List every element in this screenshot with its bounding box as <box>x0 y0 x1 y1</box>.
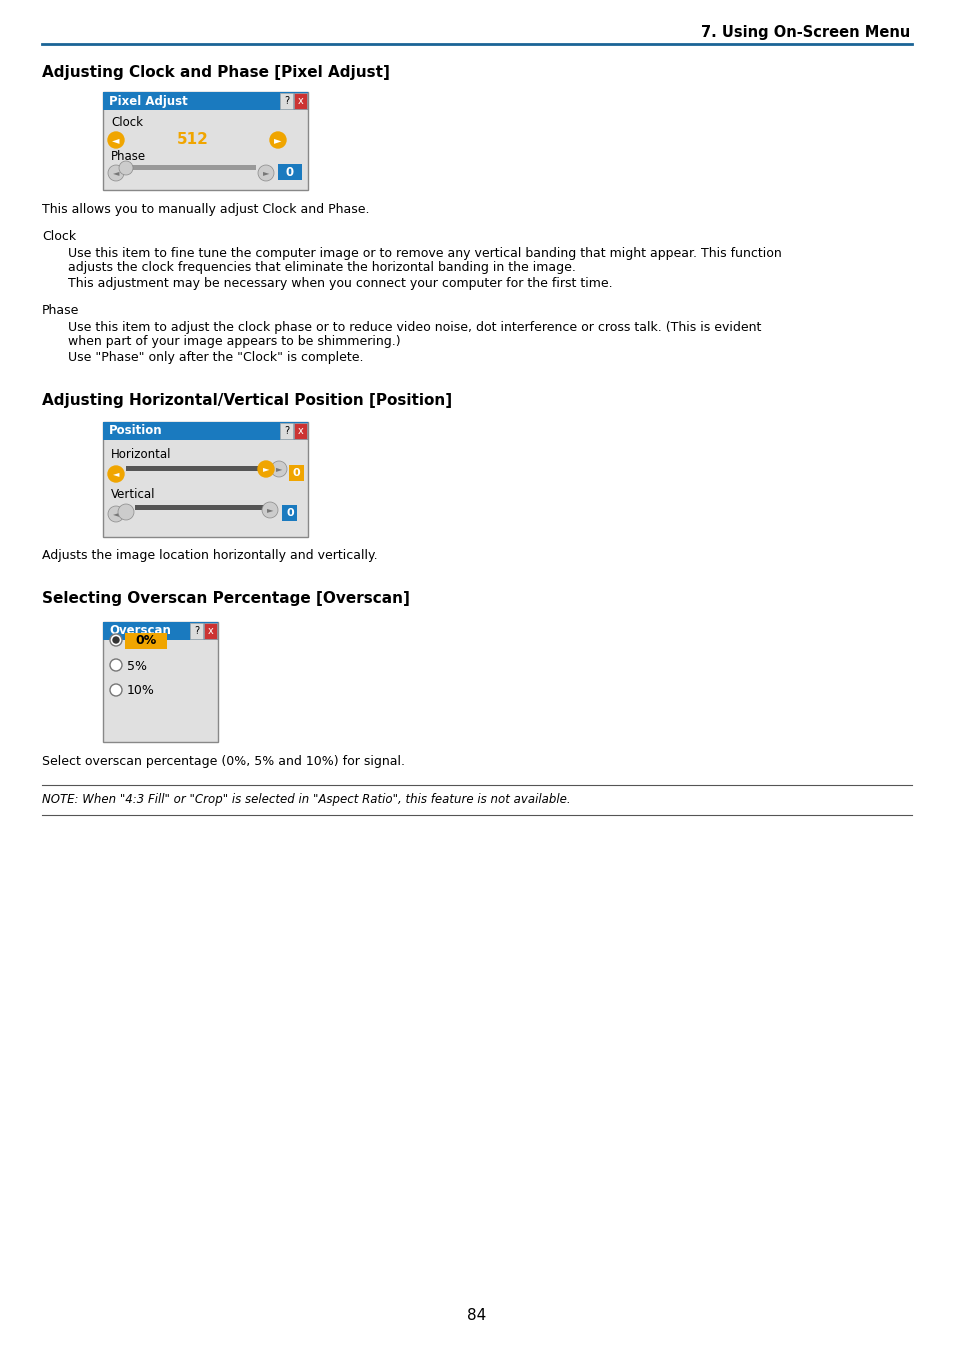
Bar <box>126 466 266 470</box>
Text: 0%: 0% <box>135 635 156 647</box>
Bar <box>103 422 308 537</box>
Text: x: x <box>297 96 304 106</box>
Text: 0: 0 <box>292 468 299 479</box>
Text: Selecting Overscan Percentage [Overscan]: Selecting Overscan Percentage [Overscan] <box>42 590 410 605</box>
Text: 5%: 5% <box>127 659 147 673</box>
Text: Pixel Adjust: Pixel Adjust <box>109 94 188 108</box>
Circle shape <box>271 461 287 477</box>
Text: Horizontal: Horizontal <box>111 448 172 461</box>
Text: ►: ► <box>267 506 273 515</box>
Bar <box>126 164 255 170</box>
Text: ?: ? <box>284 426 290 435</box>
Text: ?: ? <box>284 96 290 106</box>
Text: Vertical: Vertical <box>111 488 155 500</box>
Bar <box>289 465 304 481</box>
Text: 10%: 10% <box>127 685 154 697</box>
Bar <box>103 92 308 190</box>
Text: Use this item to adjust the clock phase or to reduce video noise, dot interferen: Use this item to adjust the clock phase … <box>68 321 760 333</box>
Text: Position: Position <box>109 425 162 438</box>
Bar <box>135 506 265 510</box>
Text: Phase: Phase <box>42 303 79 317</box>
Text: Use "Phase" only after the "Clock" is complete.: Use "Phase" only after the "Clock" is co… <box>68 350 363 364</box>
Bar <box>294 423 307 439</box>
Bar <box>103 621 218 640</box>
Text: This allows you to manually adjust Clock and Phase.: This allows you to manually adjust Clock… <box>42 204 369 217</box>
Circle shape <box>262 501 277 518</box>
Text: Clock: Clock <box>111 116 143 128</box>
Circle shape <box>270 132 286 148</box>
Text: Overscan: Overscan <box>109 624 171 638</box>
Circle shape <box>108 466 124 483</box>
Bar <box>204 623 216 639</box>
Text: ◄: ◄ <box>112 469 119 479</box>
Text: 512: 512 <box>177 132 209 147</box>
Bar <box>277 164 302 181</box>
Circle shape <box>108 132 124 148</box>
Circle shape <box>108 164 124 181</box>
Circle shape <box>257 461 274 477</box>
Text: x: x <box>297 426 304 435</box>
Text: 84: 84 <box>467 1308 486 1322</box>
Bar <box>190 623 203 639</box>
Bar <box>280 93 293 109</box>
Text: Adjusts the image location horizontally and vertically.: Adjusts the image location horizontally … <box>42 550 377 562</box>
Text: This adjustment may be necessary when you connect your computer for the first ti: This adjustment may be necessary when yo… <box>68 276 612 290</box>
Text: ►: ► <box>262 465 269 473</box>
Bar <box>125 634 167 648</box>
Circle shape <box>108 506 124 522</box>
Bar <box>294 93 307 109</box>
Circle shape <box>110 683 122 696</box>
Text: when part of your image appears to be shimmering.): when part of your image appears to be sh… <box>68 336 400 349</box>
Text: Use this item to fine tune the computer image or to remove any vertical banding : Use this item to fine tune the computer … <box>68 247 781 260</box>
Bar <box>103 92 308 111</box>
Circle shape <box>110 634 122 646</box>
Text: 0: 0 <box>286 166 294 178</box>
Text: Phase: Phase <box>111 150 146 163</box>
Bar <box>282 506 296 520</box>
Text: Select overscan percentage (0%, 5% and 10%) for signal.: Select overscan percentage (0%, 5% and 1… <box>42 755 405 768</box>
Text: ►: ► <box>275 465 282 473</box>
Text: ◄: ◄ <box>112 168 119 178</box>
Text: Clock: Clock <box>42 229 76 243</box>
Text: ◄: ◄ <box>112 510 119 519</box>
Text: Adjusting Clock and Phase [Pixel Adjust]: Adjusting Clock and Phase [Pixel Adjust] <box>42 65 390 80</box>
Text: ?: ? <box>194 625 199 636</box>
Text: ►: ► <box>274 135 281 146</box>
Text: 7. Using On-Screen Menu: 7. Using On-Screen Menu <box>700 24 909 39</box>
Circle shape <box>112 638 119 643</box>
Circle shape <box>257 164 274 181</box>
Bar <box>280 423 293 439</box>
Bar <box>103 422 308 439</box>
Text: ►: ► <box>262 168 269 178</box>
Text: x: x <box>208 625 213 636</box>
Text: NOTE: When "4:3 Fill" or "Crop" is selected in "Aspect Ratio", this feature is n: NOTE: When "4:3 Fill" or "Crop" is selec… <box>42 794 570 806</box>
Text: Adjusting Horizontal/Vertical Position [Position]: Adjusting Horizontal/Vertical Position [… <box>42 392 452 407</box>
Text: adjusts the clock frequencies that eliminate the horizontal banding in the image: adjusts the clock frequencies that elimi… <box>68 262 576 275</box>
Circle shape <box>118 504 133 520</box>
Text: 0: 0 <box>286 508 294 518</box>
Circle shape <box>119 160 132 175</box>
Text: ◄: ◄ <box>112 135 120 146</box>
Circle shape <box>110 659 122 671</box>
Bar <box>103 621 218 741</box>
